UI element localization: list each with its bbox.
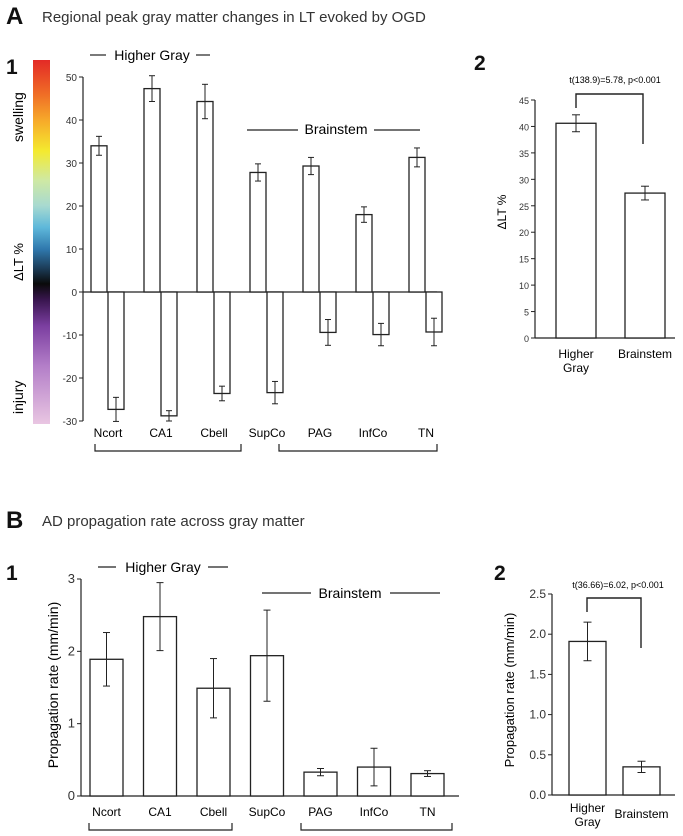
group-label-higher-gray-b1: Higher Gray (125, 559, 200, 575)
b2-category-label: Higher (570, 801, 605, 815)
a1-y-tick-label: 20 (66, 202, 78, 213)
a2-category-label: Gray (563, 361, 589, 375)
a1-y-tick-label: 10 (66, 245, 78, 256)
panel-label-a1: 1 (6, 56, 18, 79)
b1-category-label: Ncort (92, 805, 121, 819)
a1-category-label: PAG (308, 426, 332, 440)
a1-y-tick-label: 50 (66, 73, 78, 84)
significance-bracket-a2 (575, 93, 644, 144)
a1-bar-positive (355, 213, 373, 293)
significance-bracket-b2 (586, 597, 642, 648)
a1-category-label: Cbell (200, 426, 227, 440)
b2-y-tick-label: 2.5 (529, 587, 546, 601)
y-axis-label-b2: Propagation rate (mm/min) (502, 613, 517, 768)
b1-category-label: PAG (308, 805, 332, 819)
a2-y-tick-label: 35 (519, 149, 529, 159)
panel-label-b2: 2 (494, 562, 506, 585)
a1-y-tick-label: -20 (63, 374, 78, 385)
a1-bar-positive (249, 171, 267, 293)
a2-y-tick-label: 25 (519, 202, 529, 212)
bottom-bracket-higher-gray-a1 (94, 444, 242, 452)
y-axis-label-a1: ΔLT % (11, 243, 26, 281)
b2-category-label: Brainstem (614, 807, 668, 821)
a1-y-tick-label: -10 (63, 331, 78, 342)
b1-category-label: CA1 (148, 805, 172, 819)
b1-category-label: SupCo (249, 805, 286, 819)
a1-bar-positive (302, 165, 320, 293)
a2-category-label: Higher (558, 347, 593, 361)
a1-y-tick-label: 40 (66, 116, 78, 127)
group-label-brainstem-b1: Brainstem (318, 585, 381, 601)
b1-category-label: InfCo (360, 805, 389, 819)
chart-title-b: AD propagation rate across gray matter (42, 513, 305, 530)
b2-y-tick-label: 0.0 (529, 788, 546, 802)
a2-y-tick-label: 45 (519, 96, 529, 106)
panel-label-b1: 1 (6, 562, 18, 585)
b1-y-tick-label: 1 (68, 716, 75, 731)
b2-y-tick-label: 1.0 (529, 708, 546, 722)
panel-label-a: A (6, 3, 23, 30)
a1-bar-positive (196, 100, 214, 293)
colorbar-top-label: swelling (10, 92, 26, 142)
a2-y-tick-label: 10 (519, 281, 529, 291)
a2-y-tick-label: 15 (519, 255, 529, 265)
a1-bar-negative (160, 291, 178, 417)
bottom-bracket-higher-gray-b1 (88, 823, 233, 831)
y-axis-label-b1: Propagation rate (mm/min) (45, 602, 61, 769)
a2-y-tick-label: 5 (524, 308, 529, 318)
a2-bar (555, 122, 597, 339)
a1-bar-negative (266, 291, 284, 394)
a1-bar-negative (213, 291, 231, 395)
a1-bar-positive (408, 156, 426, 293)
a1-bar-positive (90, 145, 108, 293)
b1-y-tick-label: 2 (68, 643, 75, 658)
group-label-brainstem-a1: Brainstem (304, 121, 367, 137)
panel-label-a2: 2 (474, 52, 486, 75)
significance-annotation-b2: t(36.66)=6.02, p<0.001 (572, 580, 664, 590)
a1-category-label: InfCo (359, 426, 388, 440)
a1-y-tick-label: 30 (66, 159, 78, 170)
b1-category-label: Cbell (200, 805, 227, 819)
b2-bar (568, 640, 607, 796)
significance-annotation-a2: t(138.9)=5.78, p<0.001 (569, 75, 661, 85)
b1-y-tick-label: 3 (68, 571, 75, 586)
b2-y-tick-label: 1.5 (529, 667, 546, 681)
a1-category-label: TN (418, 426, 434, 440)
b1-category-label: TN (420, 805, 436, 819)
b1-y-tick-label: 0 (68, 788, 75, 803)
bottom-bracket-brainstem-a1 (278, 444, 438, 452)
colorbar (33, 60, 50, 424)
chart-title-a: Regional peak gray matter changes in LT … (42, 9, 426, 26)
panel-label-b: B (6, 507, 23, 534)
b2-y-tick-label: 2.0 (529, 627, 546, 641)
group-label-higher-gray-a1: Higher Gray (114, 47, 189, 63)
a1-category-label: SupCo (249, 426, 286, 440)
a2-y-tick-label: 20 (519, 228, 529, 238)
a1-category-label: CA1 (149, 426, 173, 440)
bottom-bracket-brainstem-b1 (300, 823, 453, 831)
a2-y-tick-label: 40 (519, 122, 529, 132)
a1-category-label: Ncort (94, 426, 123, 440)
a1-bar-positive (143, 87, 161, 293)
colorbar-bottom-label: injury (10, 381, 26, 414)
a1-y-tick-label: 0 (71, 288, 77, 299)
a2-y-tick-label: 30 (519, 175, 529, 185)
b2-y-tick-label: 0.5 (529, 748, 546, 762)
a2-bar (624, 192, 666, 339)
b2-category-label: Gray (574, 815, 600, 829)
a2-category-label: Brainstem (618, 347, 672, 361)
a2-y-tick-label: 0 (524, 334, 529, 344)
a1-y-tick-label: -30 (63, 417, 78, 428)
y-axis-label-a2: ΔLT % (495, 194, 509, 229)
a1-bar-negative (107, 291, 125, 411)
